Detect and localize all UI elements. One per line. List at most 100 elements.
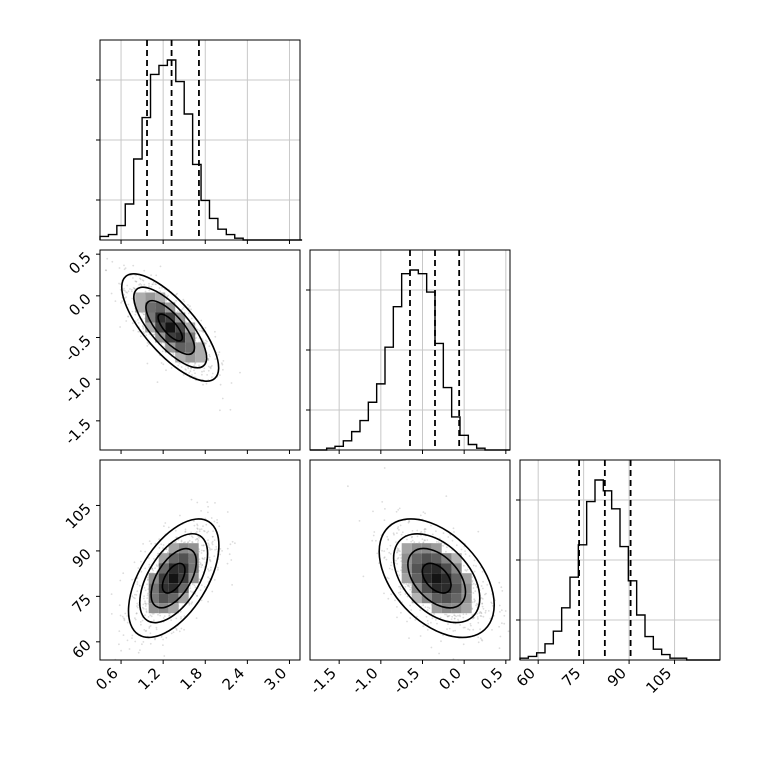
scatter-point <box>201 373 203 376</box>
contour-line <box>138 532 209 624</box>
scatter-point <box>471 614 474 616</box>
density-cell <box>168 553 179 564</box>
scatter-point <box>423 528 426 531</box>
scatter-point <box>484 609 487 612</box>
scatter-point <box>219 409 221 412</box>
scatter-point <box>148 540 151 542</box>
scatter-point <box>458 614 461 617</box>
scatter-point <box>135 612 138 615</box>
scatter-point <box>114 300 117 302</box>
scatter-point <box>204 339 207 342</box>
scatter-point <box>120 301 122 304</box>
scatter-point <box>485 592 487 595</box>
scatter-point <box>418 541 421 544</box>
panel-frame <box>309 249 511 451</box>
density-cell <box>148 583 159 594</box>
scatter-point <box>203 370 205 372</box>
scatter-point <box>384 508 386 510</box>
scatter-point <box>399 586 402 588</box>
histogram-panel-0 <box>96 39 303 244</box>
scatter-point <box>419 514 422 517</box>
scatter-point <box>147 557 150 559</box>
scatter-point <box>207 530 210 533</box>
scatter-point <box>480 638 483 641</box>
scatter-point <box>478 612 481 614</box>
scatter-point <box>136 605 138 607</box>
scatter-point <box>387 538 389 541</box>
scatter-point <box>139 278 142 281</box>
density-cell <box>451 593 462 604</box>
scatter-point <box>204 326 207 329</box>
scatter-point <box>175 627 178 630</box>
scatter-point <box>385 558 388 561</box>
scatter-point <box>431 533 434 536</box>
scatter-point <box>138 284 141 286</box>
density-cell <box>175 342 186 353</box>
scatter-point <box>423 530 426 533</box>
scatter-point <box>498 581 501 584</box>
scatter-point <box>477 530 480 533</box>
x-tick-label: 1.8 <box>176 664 206 694</box>
scatter-point <box>415 615 418 618</box>
scatter-point <box>144 602 146 605</box>
density-cell <box>195 352 206 363</box>
density-cell <box>188 573 199 584</box>
scatter-point <box>440 640 442 643</box>
scatter-point <box>209 560 212 563</box>
density-cell <box>441 583 452 594</box>
scatter-point <box>465 613 468 615</box>
scatter-point <box>127 290 130 293</box>
density-cell <box>195 342 206 353</box>
scatter-point <box>196 528 199 530</box>
scatter-point <box>199 589 202 592</box>
panel-frame <box>99 39 301 241</box>
scatter-point <box>190 317 193 320</box>
scatter-point <box>457 614 459 617</box>
scatter-point <box>144 589 147 592</box>
histogram-panel-2 <box>516 459 721 664</box>
scatter-point <box>135 612 138 615</box>
scatter-point <box>454 614 456 617</box>
scatter-point <box>214 335 217 338</box>
scatter-point <box>165 369 167 372</box>
density-cell <box>168 573 179 584</box>
scatter-point <box>390 564 392 567</box>
scatter-point <box>162 363 165 366</box>
scatter-point <box>444 613 446 616</box>
density-cell <box>165 342 176 353</box>
scatter-point <box>165 636 168 639</box>
scatter-point <box>447 623 449 625</box>
scatter-point <box>471 579 474 582</box>
scatter-point <box>397 556 400 559</box>
histogram-step-line <box>519 479 720 661</box>
scatter-point <box>106 257 109 260</box>
scatter-point <box>213 579 216 581</box>
scatter-point <box>442 634 444 637</box>
scatter-point <box>142 326 145 328</box>
scatter-point <box>199 563 201 566</box>
scatter-point <box>397 509 400 511</box>
scatter-point <box>211 543 214 546</box>
density-cell <box>451 553 462 564</box>
density-cell <box>185 352 196 363</box>
scatter-point <box>150 615 153 618</box>
scatter-point <box>209 355 211 358</box>
scatter-point <box>104 661 106 663</box>
scatter-point <box>143 595 146 598</box>
density-cell <box>421 573 432 584</box>
scatter-point <box>187 541 190 543</box>
scatter-point <box>471 601 474 604</box>
scatter-point <box>187 312 190 315</box>
scatter-point <box>474 599 476 602</box>
scatter-point <box>203 530 206 533</box>
scatter-point <box>194 332 197 335</box>
scatter-point <box>157 552 159 555</box>
scatter-point <box>110 593 113 595</box>
scatter-point <box>207 359 210 361</box>
scatter-point <box>141 606 144 609</box>
scatter-point <box>206 531 209 534</box>
scatter-point <box>170 367 173 369</box>
scatter-point <box>479 637 482 640</box>
scatter-point <box>155 628 158 631</box>
scatter-point <box>184 368 187 370</box>
